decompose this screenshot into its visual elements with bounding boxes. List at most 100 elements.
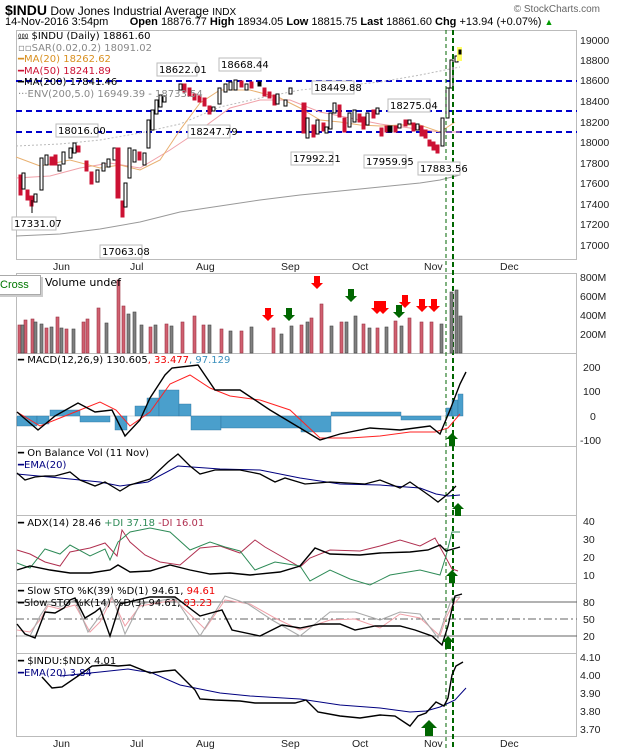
obv-label: On Balance Vol (11 Nov) <box>27 448 150 459</box>
chg-label: Chg <box>435 16 457 28</box>
svg-text:800M: 800M <box>580 272 606 284</box>
legend-env-text: ENV(200,5.0) 16949.39 - 18733.54 <box>27 88 203 100</box>
price-legend: ⅏ $INDU (Daily) 18861.60 ▫▫SAR(0.02,0.2)… <box>18 31 203 100</box>
svg-text:Oct: Oct <box>352 261 368 273</box>
cross-tab[interactable]: Cross <box>0 275 41 295</box>
buy-arrow-icon <box>446 570 458 583</box>
support-lines <box>16 80 577 133</box>
svg-text:Aug: Aug <box>196 738 215 750</box>
sto39-d-value: 94.61 <box>183 586 216 597</box>
svg-text:4.10: 4.10 <box>580 652 601 664</box>
sto39-line <box>16 593 463 647</box>
sto14-line <box>17 594 461 640</box>
svg-text:Dec: Dec <box>500 738 519 750</box>
svg-text:Jul: Jul <box>130 738 143 750</box>
svg-text:Aug: Aug <box>196 261 215 273</box>
svg-text:200M: 200M <box>580 329 606 341</box>
datetime: 14-Nov-2016 3:54pm <box>5 16 109 28</box>
open-value: 18876.77 <box>160 16 207 28</box>
adx-legend: ━ ADX(14) 28.46 +DI 37.18 -DI 16.01 <box>18 518 205 529</box>
candles <box>18 47 462 218</box>
chart-title: $INDU Dow Jones Industrial Average INDX <box>5 2 236 18</box>
minus-di-line <box>16 528 459 572</box>
svg-text:17800: 17800 <box>580 158 609 170</box>
brand-logo: © StockCharts.com <box>513 4 600 15</box>
svg-text:17063.08: 17063.08 <box>102 247 150 258</box>
annotation: 18247.79 <box>187 124 238 139</box>
obv-legend: ━ On Balance Vol (11 Nov) ━EMA(20) <box>18 448 150 471</box>
high-label: High <box>209 16 235 28</box>
legend-main: ⅏ $INDU (Daily) 18861.60 <box>18 31 151 42</box>
svg-text:18016.00: 18016.00 <box>58 126 106 137</box>
svg-text:Jun: Jun <box>53 261 70 273</box>
sell-arrow-icon <box>399 295 411 308</box>
svg-text:18449.88: 18449.88 <box>314 83 362 94</box>
ratio-ema-value: EMA(20) 3.84 <box>24 667 92 679</box>
svg-text:18400: 18400 <box>580 96 609 108</box>
symbol: $INDU <box>5 2 48 18</box>
svg-text:Sep: Sep <box>281 738 300 750</box>
high-value: 18934.05 <box>237 16 284 28</box>
macd-hist-value: , 97.129 <box>189 355 231 366</box>
svg-text:17000: 17000 <box>580 240 609 252</box>
chg-value: +13.94 (+0.07%) <box>459 16 542 28</box>
sto14-d-value: 93.23 <box>180 597 213 609</box>
svg-text:17200: 17200 <box>580 219 609 231</box>
svg-text:17992.21: 17992.21 <box>293 154 341 165</box>
sto-legend: ━ Slow STO %K(39) %D(1) 94.61, 94.61 ━Sl… <box>18 586 216 609</box>
svg-text:20: 20 <box>583 552 595 564</box>
low-label: Low <box>286 16 309 28</box>
annotation: 18449.88 <box>311 80 362 95</box>
pdi-value: +DI 37.18 <box>104 518 155 529</box>
svg-text:17883.56: 17883.56 <box>420 164 468 175</box>
annotation: 17959.95 <box>363 154 414 169</box>
open-label: Open <box>129 16 158 28</box>
legend-sar-text: SAR(0.02,0.2) 18091.02 <box>31 42 152 54</box>
annotation: 17992.21 <box>290 151 341 166</box>
svg-text:17600: 17600 <box>580 178 609 190</box>
obv-ema-label: EMA(20) <box>24 459 67 471</box>
svg-text:18275.04: 18275.04 <box>390 101 438 112</box>
macd-signal-value: , 33.477 <box>147 355 190 366</box>
macd-histogram <box>16 389 464 433</box>
svg-text:Sep: Sep <box>281 261 300 273</box>
svg-text:10: 10 <box>583 570 595 582</box>
macd-y-axis: 200 100 0 -100 <box>580 362 601 447</box>
up-arrow-icon: ▲ <box>544 17 554 27</box>
annotation: 17063.08 <box>99 244 150 259</box>
svg-text:3.70: 3.70 <box>580 724 601 736</box>
svg-text:Oct: Oct <box>352 738 368 750</box>
svg-text:18000: 18000 <box>580 137 609 149</box>
svg-text:600M: 600M <box>580 291 606 303</box>
svg-text:18622.01: 18622.01 <box>159 65 207 76</box>
buy-arrow-icon <box>442 636 454 649</box>
adx-line <box>16 544 461 576</box>
annotation: 18622.01 <box>156 62 207 77</box>
svg-text:100: 100 <box>583 386 601 398</box>
x-axis-months-bottom: Jun Jul Aug Sep Oct Nov Dec <box>53 738 519 750</box>
svg-text:200: 200 <box>583 362 601 374</box>
ma200-line <box>15 174 461 237</box>
svg-text:20: 20 <box>583 631 595 643</box>
volume-signal-arrows <box>262 276 440 321</box>
macd-legend: ━ MACD(12,26,9) 130.605, 33.477, 97.129 <box>18 355 231 366</box>
price-annotations: 17331.07 18016.00 17063.08 18622.01 1866… <box>11 57 468 259</box>
svg-text:17331.07: 17331.07 <box>14 219 62 230</box>
legend-ma50-text: MA(50) 18241.89 <box>24 65 111 77</box>
svg-text:18247.79: 18247.79 <box>190 127 238 138</box>
svg-text:3.80: 3.80 <box>580 706 601 718</box>
signal-lines <box>445 30 454 750</box>
legend-env: ···ENV(200,5.0) 16949.39 - 18733.54 <box>18 88 203 100</box>
buy-arrow-icon <box>283 308 295 321</box>
svg-text:Jun: Jun <box>53 738 70 750</box>
buy-arrow-icon <box>393 305 405 318</box>
svg-text:18200: 18200 <box>580 117 609 129</box>
volume-bars <box>17 279 463 354</box>
annotation: 18275.04 <box>387 98 438 113</box>
adx-y-axis: 40 30 20 10 <box>583 516 595 582</box>
sto14-value: Slow STO %K(14) %D(3) 94.61, <box>24 597 181 609</box>
sell-arrow-icon <box>262 308 274 321</box>
env-line <box>15 66 461 147</box>
index-name: Dow Jones Industrial Average <box>50 4 209 18</box>
